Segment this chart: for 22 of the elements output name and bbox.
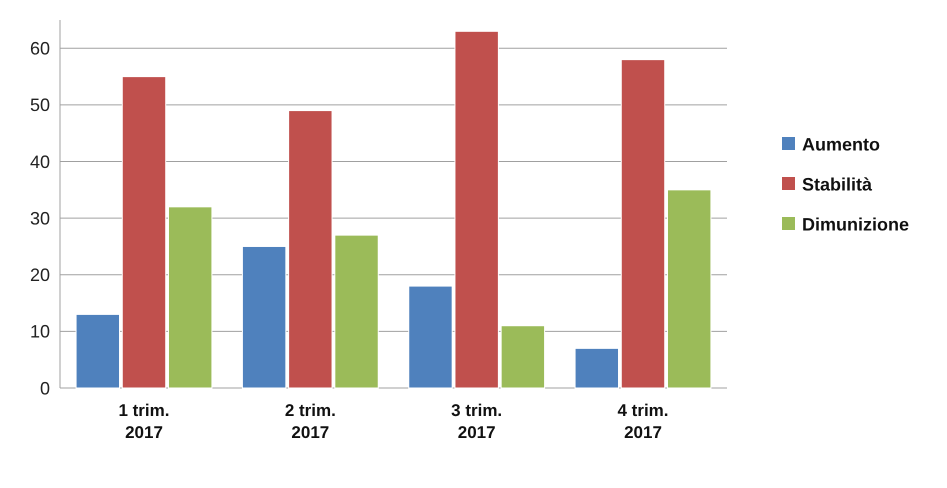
y-tick-label: 20 [30,265,50,286]
y-tick-label: 30 [30,208,50,228]
bar [666,189,712,388]
bar [168,206,212,388]
y-tick-label: 50 [30,95,50,116]
bar [408,286,453,388]
x-tick-label: 1 trim. 2017 [118,401,170,442]
bar [76,314,120,388]
legend-label: Aumento [802,134,880,154]
y-tick-label: 0 [40,378,50,398]
x-tick-label: 4 trim. 2017 [617,401,669,442]
y-tick-label: 10 [30,322,50,342]
x-tick-label: 3 trim. 2017 [451,401,502,442]
y-tick-label: 40 [30,152,50,172]
legend-label: Stabilità [802,174,874,194]
bar [574,348,620,388]
x-tick-label: 2 trim. 2017 [284,401,336,442]
legend-label: Dimunizione [802,214,909,234]
bar [620,59,666,388]
bar [334,234,379,388]
bar [122,76,166,388]
y-tick-label: 60 [30,38,50,59]
